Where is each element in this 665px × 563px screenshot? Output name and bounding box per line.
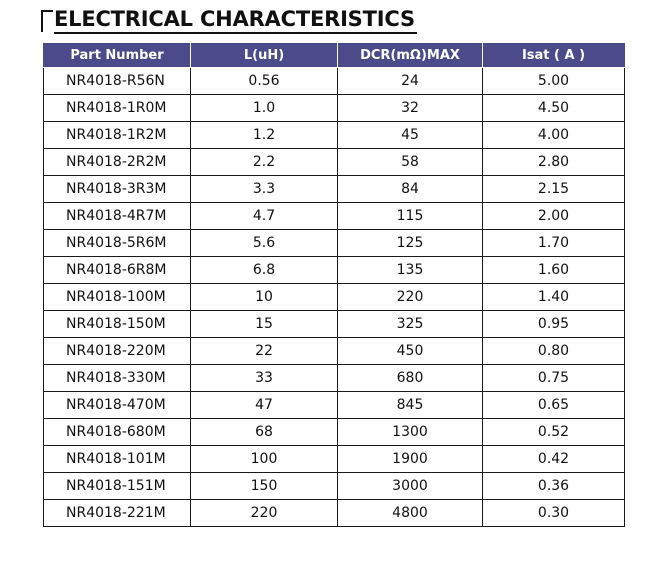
cell-isat: 1.40 <box>482 283 625 311</box>
cell-isat: 2.15 <box>482 175 625 203</box>
cell-isat: 4.00 <box>482 121 625 149</box>
table-row: NR4018-220M 22 450 0.80 <box>43 337 625 365</box>
cell-isat: 2.80 <box>482 148 625 176</box>
cell-inductance: 150 <box>190 472 338 500</box>
cell-inductance: 2.2 <box>190 148 338 176</box>
cell-part-number: NR4018-5R6M <box>43 229 191 257</box>
cell-part-number: NR4018-3R3M <box>43 175 191 203</box>
cell-dcr-max: 1300 <box>337 418 483 446</box>
cell-part-number: NR4018-330M <box>43 364 191 392</box>
table-row: NR4018-5R6M 5.6 125 1.70 <box>43 229 625 257</box>
cell-isat: 0.42 <box>482 445 625 473</box>
cell-inductance: 5.6 <box>190 229 338 257</box>
cell-dcr-max: 125 <box>337 229 483 257</box>
cell-isat: 1.70 <box>482 229 625 257</box>
cell-part-number: NR4018-220M <box>43 337 191 365</box>
cell-inductance: 1.0 <box>190 94 338 122</box>
cell-inductance: 47 <box>190 391 338 419</box>
cell-dcr-max: 3000 <box>337 472 483 500</box>
cell-part-number: NR4018-470M <box>43 391 191 419</box>
header-isat: Isat ( A ) <box>482 43 625 68</box>
section-heading: ELECTRICAL CHARACTERISTICS <box>41 4 417 34</box>
cell-dcr-max: 1900 <box>337 445 483 473</box>
cell-part-number: NR4018-1R2M <box>43 121 191 149</box>
cell-inductance: 6.8 <box>190 256 338 284</box>
cell-inductance: 33 <box>190 364 338 392</box>
cell-isat: 0.80 <box>482 337 625 365</box>
table-row: NR4018-101M 100 1900 0.42 <box>43 445 625 473</box>
cell-inductance: 10 <box>190 283 338 311</box>
table-row: NR4018-1R0M 1.0 32 4.50 <box>43 94 625 122</box>
cell-part-number: NR4018-151M <box>43 472 191 500</box>
cell-part-number: NR4018-2R2M <box>43 148 191 176</box>
cell-dcr-max: 84 <box>337 175 483 203</box>
cell-part-number: NR4018-100M <box>43 283 191 311</box>
cell-dcr-max: 450 <box>337 337 483 365</box>
cell-part-number: NR4018-680M <box>43 418 191 446</box>
cell-dcr-max: 680 <box>337 364 483 392</box>
table-row: NR4018-221M 220 4800 0.30 <box>43 499 625 527</box>
header-dcr-max: DCR(mΩ)MAX <box>337 43 483 68</box>
cell-dcr-max: 58 <box>337 148 483 176</box>
cell-dcr-max: 45 <box>337 121 483 149</box>
table-body: NR4018-R56N 0.56 24 5.00 NR4018-1R0M 1.0 32 4.5… <box>43 67 625 527</box>
table-row: NR4018-4R7M 4.7 115 2.00 <box>43 202 625 230</box>
cell-part-number: NR4018-R56N <box>43 67 191 95</box>
cell-part-number: NR4018-6R8M <box>43 256 191 284</box>
cell-dcr-max: 220 <box>337 283 483 311</box>
cell-isat: 0.75 <box>482 364 625 392</box>
table-row: NR4018-330M 33 680 0.75 <box>43 364 625 392</box>
cell-part-number: NR4018-4R7M <box>43 202 191 230</box>
cell-inductance: 220 <box>190 499 338 527</box>
cell-dcr-max: 845 <box>337 391 483 419</box>
cell-part-number: NR4018-150M <box>43 310 191 338</box>
header-inductance: L(uH) <box>190 43 338 68</box>
cell-dcr-max: 115 <box>337 202 483 230</box>
table-row: NR4018-470M 47 845 0.65 <box>43 391 625 419</box>
table-row: NR4018-100M 10 220 1.40 <box>43 283 625 311</box>
cell-inductance: 68 <box>190 418 338 446</box>
cell-inductance: 100 <box>190 445 338 473</box>
table-row: NR4018-R56N 0.56 24 5.00 <box>43 67 625 95</box>
cell-dcr-max: 4800 <box>337 499 483 527</box>
cell-isat: 0.65 <box>482 391 625 419</box>
table-row: NR4018-6R8M 6.8 135 1.60 <box>43 256 625 284</box>
header-part-number: Part Number <box>43 43 191 68</box>
cell-inductance: 1.2 <box>190 121 338 149</box>
cell-isat: 0.95 <box>482 310 625 338</box>
cell-isat: 0.30 <box>482 499 625 527</box>
cell-isat: 2.00 <box>482 202 625 230</box>
cell-isat: 1.60 <box>482 256 625 284</box>
table-row: NR4018-1R2M 1.2 45 4.00 <box>43 121 625 149</box>
table-row: NR4018-150M 15 325 0.95 <box>43 310 625 338</box>
cell-inductance: 3.3 <box>190 175 338 203</box>
cell-inductance: 22 <box>190 337 338 365</box>
cell-isat: 5.00 <box>482 67 625 95</box>
cell-dcr-max: 135 <box>337 256 483 284</box>
cell-dcr-max: 24 <box>337 67 483 95</box>
cell-inductance: 4.7 <box>190 202 338 230</box>
table-row: NR4018-151M 150 3000 0.36 <box>43 472 625 500</box>
cell-inductance: 15 <box>190 310 338 338</box>
cell-dcr-max: 325 <box>337 310 483 338</box>
cell-part-number: NR4018-101M <box>43 445 191 473</box>
table-header-row: Part Number L(uH) DCR(mΩ)MAX Isat ( A ) <box>43 43 625 68</box>
cell-dcr-max: 32 <box>337 94 483 122</box>
heading-bracket-mark <box>41 10 53 32</box>
cell-part-number: NR4018-1R0M <box>43 94 191 122</box>
cell-isat: 0.36 <box>482 472 625 500</box>
table-row: NR4018-2R2M 2.2 58 2.80 <box>43 148 625 176</box>
electrical-characteristics-table: Part Number L(uH) DCR(mΩ)MAX Isat ( A ) … <box>43 43 625 527</box>
cell-isat: 0.52 <box>482 418 625 446</box>
table-row: NR4018-680M 68 1300 0.52 <box>43 418 625 446</box>
cell-inductance: 0.56 <box>190 67 338 95</box>
cell-part-number: NR4018-221M <box>43 499 191 527</box>
cell-isat: 4.50 <box>482 94 625 122</box>
table-row: NR4018-3R3M 3.3 84 2.15 <box>43 175 625 203</box>
section-title: ELECTRICAL CHARACTERISTICS <box>54 6 417 34</box>
